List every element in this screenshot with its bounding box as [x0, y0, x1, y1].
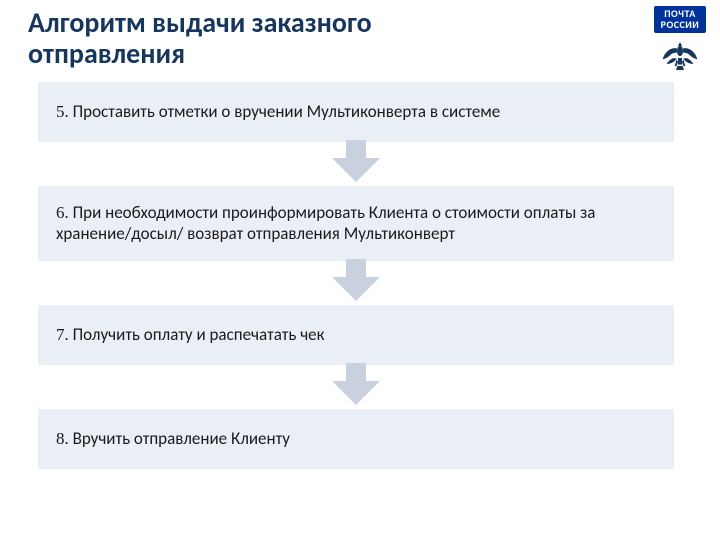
step-body: Получить оплату и распечатать чек [69, 324, 325, 345]
step-num: 6. [56, 203, 69, 222]
logo-line2: РОССИИ [661, 18, 700, 31]
step-text: 8. Вручить отправление Клиенту [56, 428, 290, 449]
arrow-icon [38, 140, 674, 184]
step-body: При необходимости проинформировать Клиен… [56, 202, 595, 244]
step-text: 6. При необходимости проинформировать Кл… [56, 202, 656, 245]
logo-tag: ПОЧТА РОССИИ [654, 6, 706, 33]
page-title: Алгоритм выдачи заказного отправления [28, 8, 528, 70]
step-8: 8. Вручить отправление Клиенту [38, 409, 674, 469]
step-text: 7. Получить оплату и распечатать чек [56, 324, 325, 345]
step-body: Проставить отметки о вручении Мультиконв… [69, 101, 500, 122]
step-text: 5. Проставить отметки о вручении Мультик… [56, 101, 500, 122]
step-6: 6. При необходимости проинформировать Кл… [38, 186, 674, 261]
eagle-icon [616, 39, 706, 82]
arrow-icon [38, 363, 674, 407]
step-num: 8. [56, 429, 69, 448]
step-5: 5. Проставить отметки о вручении Мультик… [38, 82, 674, 142]
step-num: 5. [56, 102, 69, 121]
flow-container: 5. Проставить отметки о вручении Мультик… [38, 82, 674, 469]
arrow-icon [38, 259, 674, 303]
step-num: 7. [56, 325, 69, 344]
step-7: 7. Получить оплату и распечатать чек [38, 305, 674, 365]
logo: ПОЧТА РОССИИ [616, 6, 706, 82]
step-body: Вручить отправление Клиенту [69, 428, 290, 449]
